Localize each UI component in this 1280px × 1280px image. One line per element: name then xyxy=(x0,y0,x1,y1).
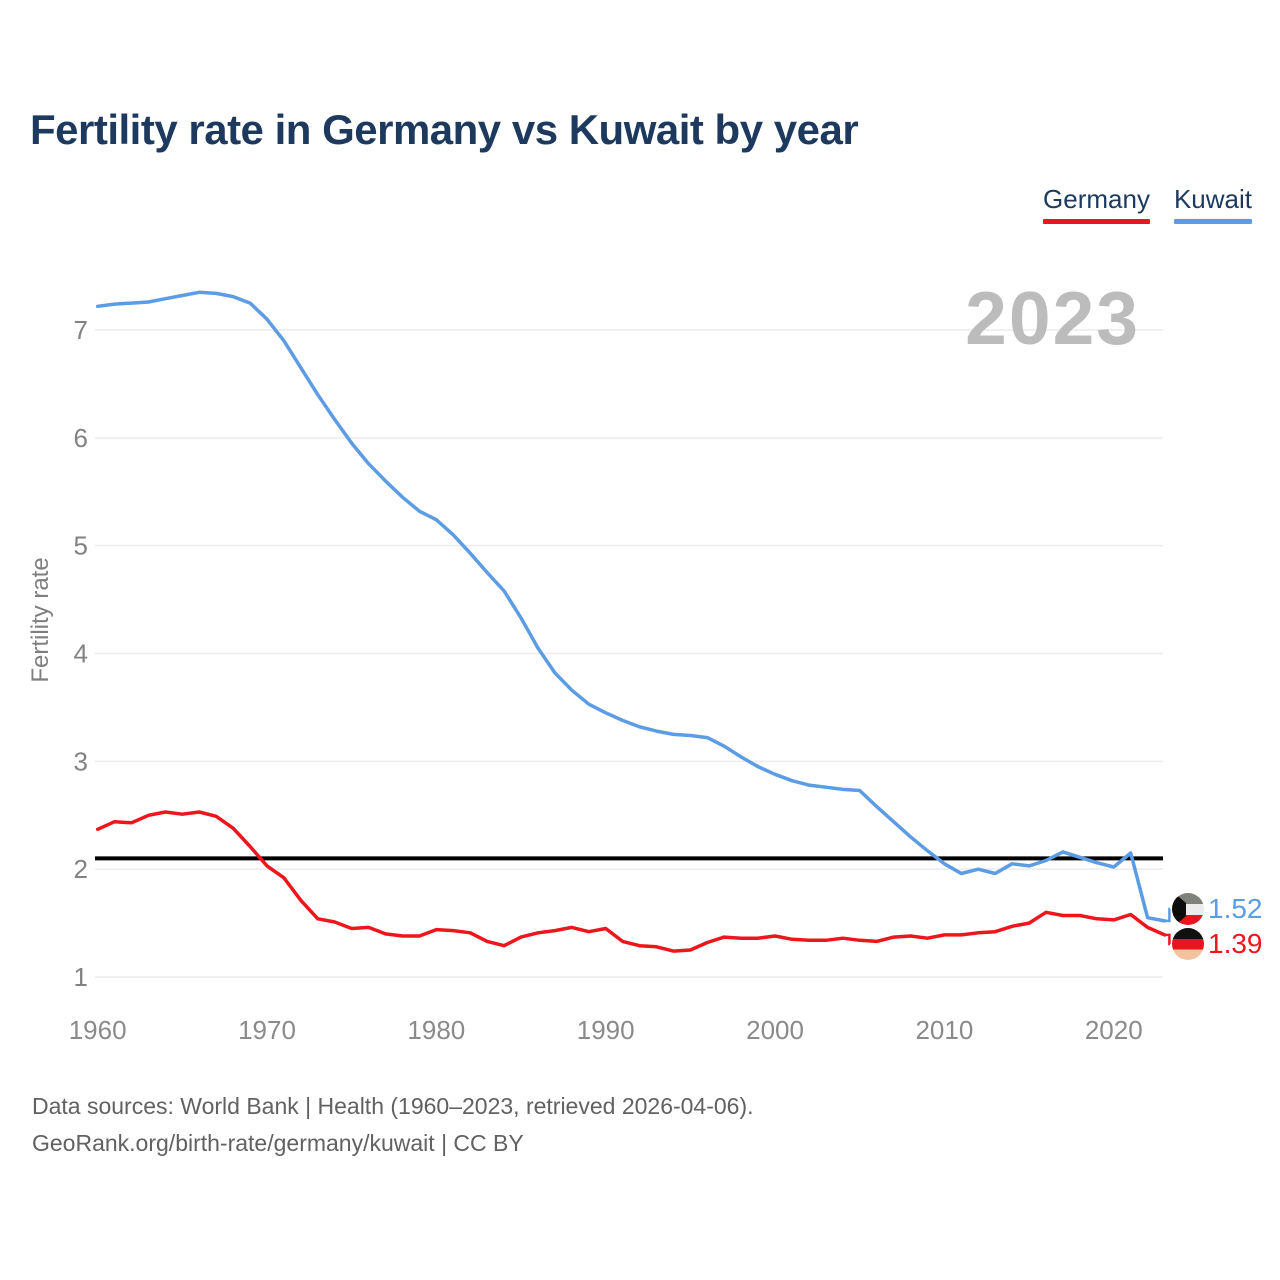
x-tick-label: 2000 xyxy=(746,1015,804,1045)
y-axis-title: Fertility rate xyxy=(27,557,54,682)
legend-label-germany: Germany xyxy=(1043,184,1150,214)
legend-underline-kuwait xyxy=(1173,219,1252,224)
legend: Germany Kuwait xyxy=(1043,184,1252,224)
legend-item-kuwait[interactable]: Kuwait xyxy=(1173,184,1252,224)
series-line-kuwait xyxy=(95,290,1167,923)
current-year-badge: 2023 xyxy=(965,276,1140,360)
x-tick-label: 1970 xyxy=(238,1015,296,1045)
y-tick-label: 5 xyxy=(74,531,88,561)
kuwait-end-value: 1.52 xyxy=(1208,893,1263,924)
x-tick-label: 2020 xyxy=(1085,1015,1143,1045)
y-tick-label: 7 xyxy=(74,315,88,345)
y-tick-label: 3 xyxy=(74,746,88,776)
y-tick-label: 1 xyxy=(74,962,88,992)
y-tick-label: 2 xyxy=(74,854,88,884)
footer-sources-line: Data sources: World Bank | Health (1960–… xyxy=(32,1093,754,1119)
germany-end-value: 1.39 xyxy=(1208,928,1263,959)
x-tick-label: 1960 xyxy=(69,1015,127,1045)
y-tick-label: 6 xyxy=(74,423,88,453)
legend-underline-germany xyxy=(1043,219,1150,224)
plot-area: 1 2 3 4 5 6 7 1960 1970 1980 1990 2000 2010 2020 Ferti… xyxy=(27,290,1167,1045)
legend-label-kuwait: Kuwait xyxy=(1173,184,1252,214)
x-tick-label: 1990 xyxy=(577,1015,635,1045)
x-tick-label: 1980 xyxy=(407,1015,465,1045)
end-annotations: 1.52 1.39 xyxy=(1164,893,1263,960)
kuwait-connector-line xyxy=(1164,907,1171,923)
series-line-germany xyxy=(95,810,1167,953)
germany-connector-line xyxy=(1164,933,1171,946)
chart-title: Fertility rate in Germany vs Kuwait by y… xyxy=(30,106,859,153)
footer: Data sources: World Bank | Health (1960–… xyxy=(32,1088,754,1162)
legend-item-germany[interactable]: Germany xyxy=(1043,184,1150,224)
kuwait-flag-icon xyxy=(1172,893,1204,925)
germany-flag-icon xyxy=(1172,928,1204,960)
x-tick-label: 2010 xyxy=(915,1015,973,1045)
y-tick-label: 4 xyxy=(74,639,88,669)
footer-attribution-line: GeoRank.org/birth-rate/germany/kuwait | … xyxy=(32,1130,524,1156)
